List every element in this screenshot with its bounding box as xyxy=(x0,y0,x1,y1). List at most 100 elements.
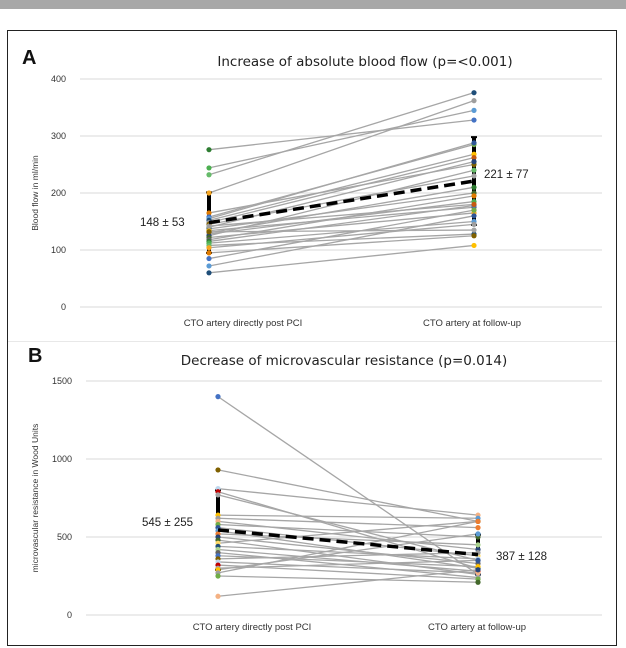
chart-b-pair-line xyxy=(217,551,479,579)
panel-letter-b: B xyxy=(28,345,42,367)
chart-a-point-pre xyxy=(206,250,212,256)
chart-b-point-pre xyxy=(215,394,221,400)
chart-a-point-followup xyxy=(471,207,477,213)
chart-a-mean-label-2: 221 ± 77 xyxy=(484,169,529,181)
chart-a-point-followup xyxy=(471,173,477,179)
top-bar xyxy=(0,0,626,9)
chart-a-pair-line xyxy=(208,92,475,176)
chart-b-pair-line xyxy=(217,526,479,557)
chart-a-point-pre xyxy=(206,255,212,262)
chart-b-pair-line xyxy=(217,539,479,576)
chart-b-point-followup xyxy=(475,542,481,548)
chart-a-pair-line xyxy=(208,153,475,221)
chart-a-point-followup xyxy=(471,227,477,233)
chart-b-ylabel: microvascular resistance in Wood Units xyxy=(30,424,40,573)
chart-b-plot-area: 0 500 1000 1500 xyxy=(52,376,602,620)
chart-a-pair-line xyxy=(208,204,475,243)
chart-a-point-pre xyxy=(206,210,212,216)
chart-a-point-pre xyxy=(206,263,212,269)
chart-a-pair-line xyxy=(208,212,475,239)
chart-a-y-tick-label: 400 xyxy=(51,74,66,84)
chart-a-pair-line xyxy=(208,229,475,233)
chart-b-mean-line xyxy=(217,528,479,557)
chart-a-pair-line xyxy=(208,209,475,260)
chart-b-pair-line xyxy=(217,551,479,560)
chart-a-point-followup xyxy=(471,155,477,161)
chart-b-pair-line xyxy=(217,494,479,562)
chart-b-y-tick-label: 500 xyxy=(57,532,72,542)
chart-a-point-pre xyxy=(206,190,212,196)
chart-a-point-followup xyxy=(471,140,477,146)
chart-a-point-followup xyxy=(471,107,477,113)
chart-b-pair-line xyxy=(217,548,479,572)
chart-a-point-followup xyxy=(471,242,477,249)
chart-b-pair-line xyxy=(217,523,479,538)
chart-a-y-tick-label: 200 xyxy=(51,188,66,198)
chart-a-point-pre xyxy=(206,223,212,229)
chart-a-point-followup xyxy=(471,201,477,207)
chart-a-point-followup xyxy=(471,159,477,165)
chart-a-category-2: CTO artery at follow-up xyxy=(423,318,521,329)
chart-b-point-followup xyxy=(475,579,481,585)
chart-a-pair-line xyxy=(208,119,475,151)
chart-b-point-followup xyxy=(475,531,481,537)
chart-b-mean-label-1: 545 ± 255 xyxy=(142,517,193,529)
chart-a-point-followup xyxy=(471,167,477,173)
chart-a-point-pre xyxy=(206,147,212,153)
chart-b-y-tick-label: 1000 xyxy=(52,454,72,464)
chart-b-pair-line xyxy=(217,517,479,529)
chart-b-pair-line xyxy=(217,514,479,519)
chart-a-y-tick-label: 0 xyxy=(61,302,66,312)
chart-b-point-pre xyxy=(215,467,221,473)
chart-a-point-pre xyxy=(206,172,212,178)
figure-frame xyxy=(7,30,617,646)
chart-b-point-pre xyxy=(215,593,221,599)
chart-a-pair-line xyxy=(208,109,475,169)
chart-b-category-1: CTO artery directly post PCI xyxy=(193,622,312,633)
chart-a-category-1: CTO artery directly post PCI xyxy=(184,318,303,329)
chart-a-point-followup xyxy=(471,184,477,190)
chart-b-pair-line xyxy=(217,520,479,574)
chart-b-point-followup xyxy=(475,525,481,531)
chart-b-point-pre xyxy=(215,492,221,498)
chart-b-pair-line xyxy=(217,487,479,516)
chart-a-ylabel: Blood flow in ml/min xyxy=(30,155,40,231)
chart-b-title: Decrease of microvascular resistance (p=… xyxy=(181,353,507,369)
chart-b-pair-line xyxy=(217,520,479,544)
chart-a-point-followup xyxy=(471,98,477,104)
chart-a-pair-line xyxy=(208,203,475,227)
panel-letter-a: A xyxy=(22,47,36,69)
chart-a-y-tick-label: 100 xyxy=(51,245,66,255)
chart-b-pair-line xyxy=(217,469,479,523)
chart-a-pair-line xyxy=(208,215,475,267)
chart-a-pair-line xyxy=(208,169,475,237)
chart-a-pair-line xyxy=(208,100,475,194)
chart-b-pair-line xyxy=(217,536,479,565)
chart-a-mean-label-1: 148 ± 53 xyxy=(140,217,185,229)
chart-a-point-followup xyxy=(471,221,477,227)
chart-b-mean-label-2: 387 ± 128 xyxy=(496,551,547,563)
chart-a-pair-line xyxy=(208,142,475,220)
chart-b-pair-line xyxy=(217,491,479,569)
chart-a-pair-line xyxy=(208,223,475,249)
chart-a-pair-line xyxy=(208,157,475,224)
chart-a-point-pre xyxy=(206,245,212,251)
chart-a-mean-line xyxy=(208,179,475,225)
chart-a-point-followup xyxy=(471,117,477,123)
chart-a-point-followup xyxy=(471,233,477,239)
chart-a-point-pre xyxy=(206,229,212,235)
chart-b-pair-line xyxy=(217,559,479,569)
panel-divider xyxy=(8,341,616,342)
chart-a-point-followup xyxy=(471,193,477,199)
chart-a-point-pre xyxy=(206,165,212,171)
chart-b-y-tick-label: 0 xyxy=(67,610,72,620)
chart-a-point-pre xyxy=(206,270,212,276)
chart-a-title: Increase of absolute blood flow (p=<0.00… xyxy=(217,54,512,70)
chart-b-pair-line xyxy=(217,575,479,583)
chart-b-point-followup xyxy=(475,518,481,525)
chart-a-pair-line xyxy=(208,244,475,274)
chart-a-y-tick-label: 300 xyxy=(51,131,66,141)
chart-b-pair-line xyxy=(217,569,479,597)
chart-b-point-followup xyxy=(475,567,481,573)
